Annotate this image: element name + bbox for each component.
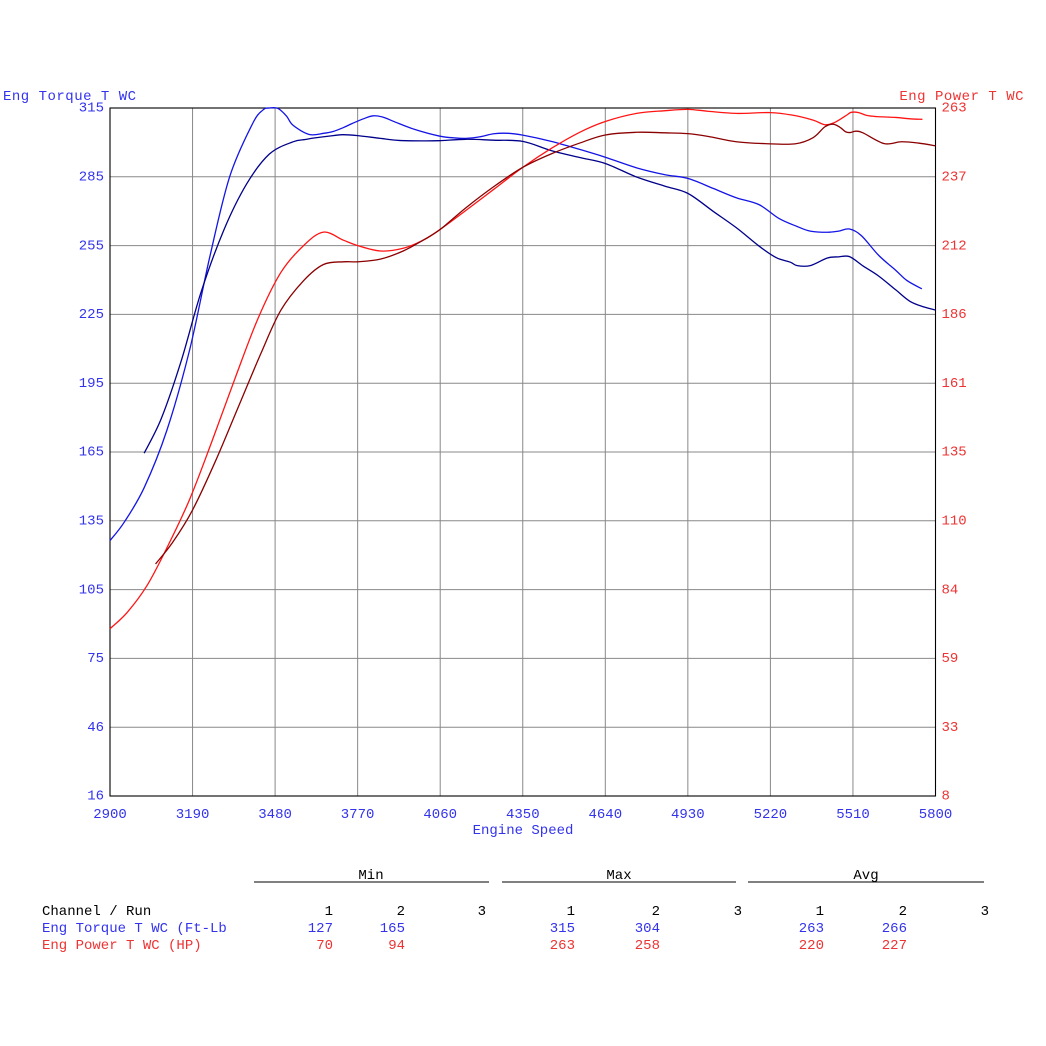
svg-text:263: 263 — [550, 938, 575, 954]
svg-text:220: 220 — [799, 938, 824, 954]
svg-text:70: 70 — [316, 938, 333, 954]
svg-text:258: 258 — [635, 938, 660, 954]
svg-text:315: 315 — [550, 921, 575, 937]
svg-text:127: 127 — [308, 921, 333, 937]
svg-text:3: 3 — [478, 904, 486, 920]
svg-text:94: 94 — [388, 938, 405, 954]
svg-text:2: 2 — [899, 904, 907, 920]
svg-text:1: 1 — [816, 904, 824, 920]
svg-text:263: 263 — [799, 921, 824, 937]
svg-text:3: 3 — [981, 904, 989, 920]
svg-text:266: 266 — [882, 921, 907, 937]
svg-text:Eng Torque T WC (Ft-Lb: Eng Torque T WC (Ft-Lb — [42, 921, 227, 937]
svg-text:1: 1 — [325, 904, 333, 920]
svg-text:227: 227 — [882, 938, 907, 954]
svg-text:3: 3 — [734, 904, 742, 920]
svg-text:Min: Min — [358, 868, 383, 884]
svg-text:Channel / Run: Channel / Run — [42, 904, 151, 920]
svg-text:Eng Power T WC (HP): Eng Power T WC (HP) — [42, 938, 202, 954]
svg-text:2: 2 — [397, 904, 405, 920]
svg-text:Avg: Avg — [853, 868, 878, 884]
svg-text:304: 304 — [635, 921, 660, 937]
svg-text:Max: Max — [606, 868, 631, 884]
svg-text:2: 2 — [652, 904, 660, 920]
svg-text:1: 1 — [567, 904, 575, 920]
svg-text:165: 165 — [380, 921, 405, 937]
